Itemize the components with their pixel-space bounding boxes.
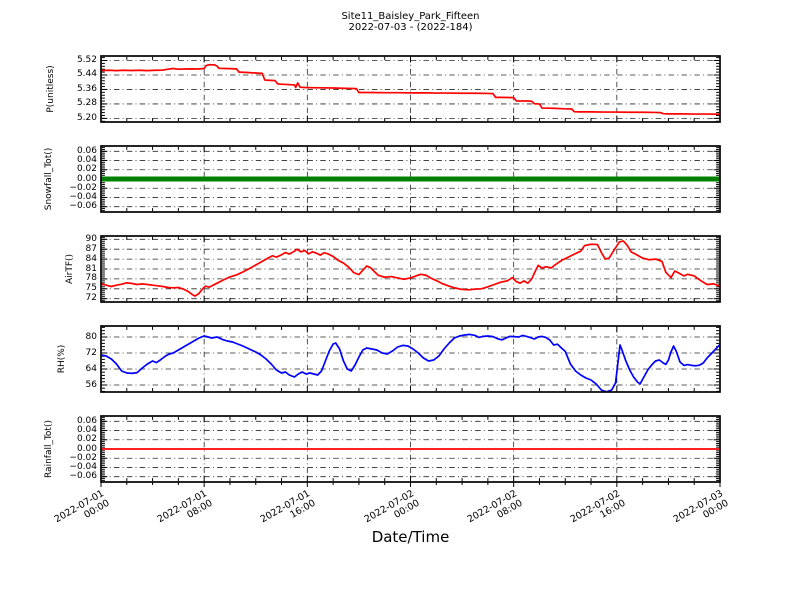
- panel-plot-rainfall-tot: [100, 415, 721, 487]
- chart-subtitle: 2022-07-03 - (2022-184): [348, 22, 473, 33]
- y-tick-label: 0.04: [76, 425, 97, 436]
- y-tick-label: 56: [85, 379, 97, 390]
- y-tick-label: 80: [85, 331, 97, 342]
- y-tick-label: 5.52: [76, 55, 97, 66]
- y-axis-label-p-unitless: P(unitless): [46, 65, 56, 113]
- y-tick-label: 0.00: [76, 443, 97, 454]
- series-line-rh-percent: [101, 333, 720, 392]
- y-tick-label: 0.00: [76, 173, 97, 184]
- y-tick-label: 0.02: [76, 434, 97, 445]
- y-tick-label: −0.06: [69, 471, 97, 482]
- y-tick-label: 78: [85, 273, 97, 284]
- y-tick-label: 87: [85, 243, 97, 254]
- y-tick-label: 5.28: [76, 98, 97, 109]
- y-tick-label: 5.44: [76, 69, 97, 80]
- y-tick-label: −0.04: [69, 191, 97, 202]
- y-tick-label: 0.06: [76, 145, 97, 156]
- panel-plot-snowfall-tot: [100, 145, 721, 213]
- panel-frame: [100, 235, 721, 303]
- panel-frame: [100, 325, 721, 393]
- series-line-p-unitless: [101, 63, 720, 116]
- y-tick-label: −0.06: [69, 201, 97, 212]
- y-axis-label-rh-percent: RH(%): [57, 344, 67, 374]
- y-tick-label: −0.04: [69, 461, 97, 472]
- y-tick-label: 64: [85, 363, 97, 374]
- panel-plot-air-tf: [100, 235, 721, 303]
- y-tick-label: 72: [85, 347, 97, 358]
- y-tick-label: 81: [85, 263, 97, 274]
- y-axis-label-air-tf: AirTF(): [65, 253, 75, 285]
- y-tick-label: 0.02: [76, 164, 97, 175]
- y-tick-label: 72: [85, 293, 97, 304]
- panel-plot-rh-percent: [100, 325, 721, 393]
- x-axis-title: Date/Time: [371, 528, 450, 546]
- y-tick-label: 84: [85, 253, 97, 264]
- y-tick-label: 0.04: [76, 155, 97, 166]
- panel-frame: [100, 415, 721, 483]
- panel-frame: [100, 145, 721, 213]
- y-axis-label-rainfall-tot: Rainfall_Tot(): [44, 420, 54, 478]
- chart-title: Site11_Baisley_Park_Fifteen: [341, 11, 480, 22]
- series-line-air-tf: [101, 240, 720, 297]
- y-tick-label: −0.02: [69, 182, 97, 193]
- y-tick-label: −0.02: [69, 452, 97, 463]
- panel-frame: [100, 55, 721, 123]
- panel-plot-p-unitless: [100, 55, 721, 123]
- y-tick-label: 5.36: [76, 83, 97, 94]
- y-tick-label: 75: [85, 283, 97, 294]
- y-axis-label-snowfall-tot: Snowfall_Tot(): [44, 147, 54, 211]
- y-tick-label: 0.06: [76, 415, 97, 426]
- y-tick-label: 5.20: [76, 112, 97, 123]
- y-tick-label: 90: [85, 233, 97, 244]
